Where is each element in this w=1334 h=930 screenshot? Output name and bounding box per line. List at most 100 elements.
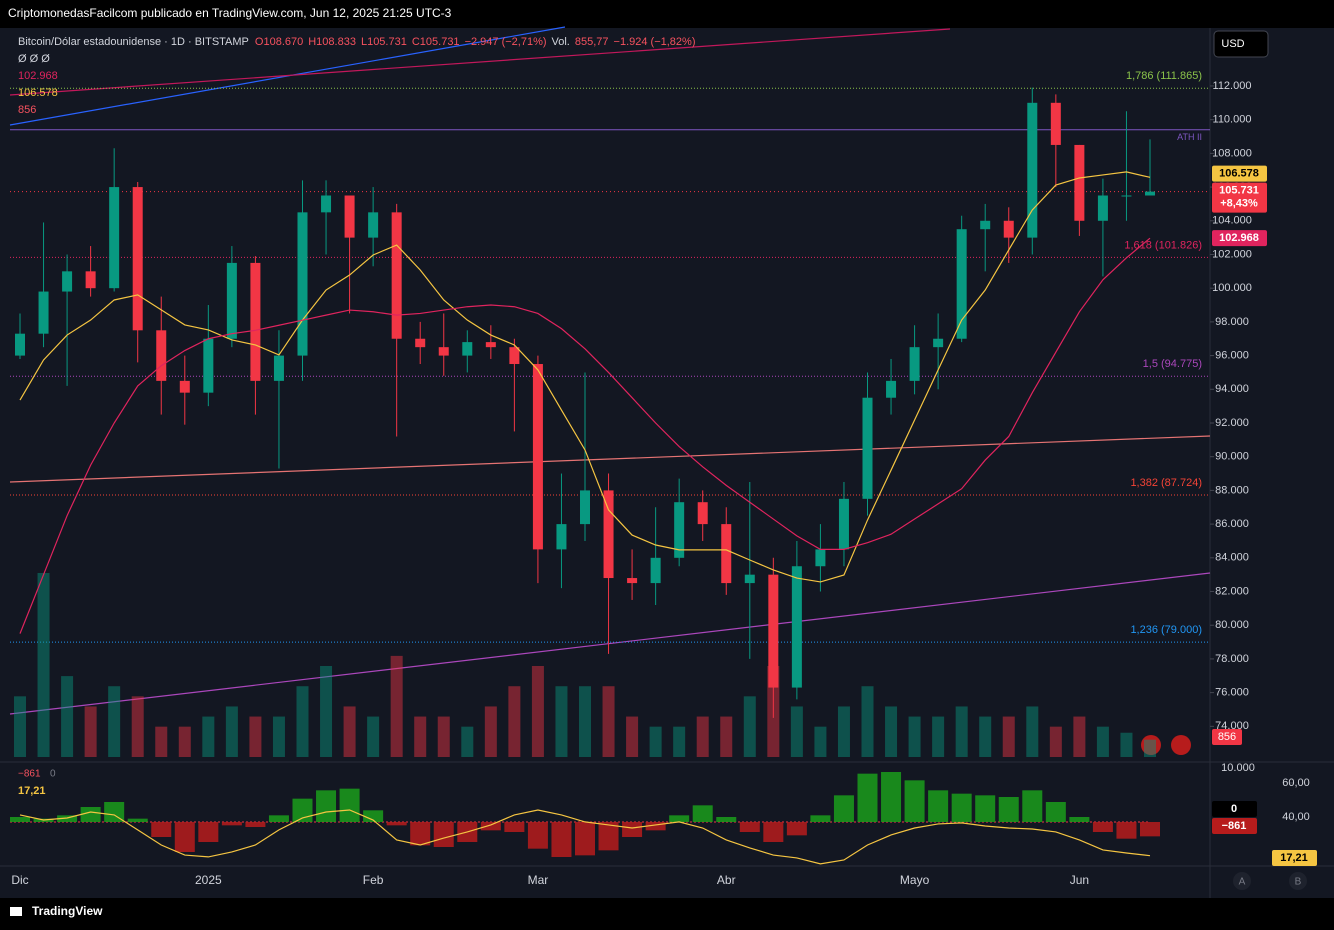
y-tick-label: 88.000 [1215, 484, 1249, 496]
moving-average [19, 171, 1151, 583]
candle-body [721, 524, 732, 584]
oscillator-bar [104, 802, 125, 822]
oscillator-bar [763, 822, 784, 842]
volume-bar [955, 706, 968, 757]
oscillator-bar [386, 822, 407, 826]
level-label: 1,618 (101.826) [1124, 239, 1202, 251]
candle-body [1145, 191, 1155, 196]
event-icon[interactable] [1141, 735, 1161, 755]
candle-body [1074, 144, 1085, 221]
volume-bar [743, 696, 756, 757]
overlay-legend: 856 [18, 104, 36, 116]
oscillator-bar [928, 790, 949, 822]
symbol: Bitcoin/Dólar estadounidense · 1D · BITS… [18, 36, 249, 48]
oscillator-bar [1140, 822, 1160, 837]
oscillator-bar [80, 807, 101, 822]
footer-bar [0, 898, 1334, 930]
candle-body [768, 574, 779, 688]
oscillator-bar [1022, 790, 1043, 822]
corner-button[interactable] [1233, 872, 1251, 890]
oscillator-bar [881, 772, 902, 822]
candle-body [1121, 195, 1132, 197]
candle-body [791, 566, 802, 688]
volume-bar [932, 716, 945, 757]
legend-item: C105.731 [412, 36, 460, 48]
candle-body [650, 557, 661, 584]
y-tick-label: 76.000 [1215, 687, 1249, 699]
candle-body [744, 574, 755, 584]
volume-bar [155, 726, 168, 757]
candle-body [462, 342, 473, 356]
level-label: 1,5 (94.775) [1143, 358, 1202, 370]
candle-body [15, 333, 25, 356]
candle-body [862, 397, 873, 499]
oscillator-bar [151, 822, 172, 837]
y-tick-label: 84.000 [1215, 552, 1249, 564]
oscillator-badge-bg [1272, 850, 1317, 866]
currency-button[interactable] [1213, 30, 1269, 58]
ma-badge-bg [1212, 165, 1267, 182]
oscillator-bar [575, 822, 595, 856]
volume-bar [320, 666, 333, 757]
candle-body [62, 271, 73, 292]
oscillator-bar [433, 822, 454, 847]
x-tick-label: Dic [11, 873, 28, 887]
volume-bar [979, 716, 992, 757]
candle-body [203, 338, 214, 393]
candle-body [886, 380, 897, 398]
oscillator-line [19, 809, 1151, 865]
trend-line [9, 572, 1211, 715]
oscillator-bar [622, 822, 643, 837]
corner-button-label[interactable]: B [1295, 877, 1302, 888]
oscillator-bar [198, 822, 219, 842]
volume-bar [108, 686, 121, 757]
ma-badge: 106.578 [1219, 168, 1259, 180]
volume-bar [484, 706, 497, 757]
y2-tick-label: 40,00 [1282, 811, 1310, 823]
candle-body [297, 212, 308, 356]
volume-badge: 856 [1218, 731, 1236, 743]
x-tick-label: Mar [528, 873, 549, 887]
event-icon[interactable] [1171, 735, 1191, 755]
y-tick-label: 80.000 [1215, 619, 1249, 631]
oscillator-legend: −861 [18, 769, 41, 780]
volume-bar [249, 716, 262, 757]
currency[interactable]: USD [1221, 38, 1244, 50]
candle-body [1097, 195, 1108, 221]
corner-button[interactable] [1289, 872, 1307, 890]
oscillator-bar [527, 822, 548, 849]
oscillator-badge: 0 [1231, 803, 1237, 815]
level-label: 1,786 (111.865) [1126, 70, 1202, 82]
candle-body [250, 262, 261, 381]
volume-bar [720, 716, 733, 757]
volume-bar [367, 716, 380, 757]
oscillator-bar [339, 788, 360, 822]
y-tick-label: 110.000 [1213, 114, 1252, 126]
oscillator-bar [1045, 802, 1066, 822]
oscillator-bar [598, 822, 619, 851]
candle-body [674, 502, 685, 558]
volume-bar [178, 726, 191, 757]
oscillator-bar [57, 815, 78, 822]
x-tick-label: Feb [363, 873, 384, 887]
volume-bar [84, 706, 97, 757]
volume-bar [885, 706, 898, 757]
volume-bar [1049, 726, 1062, 757]
volume-bar [508, 686, 521, 757]
volume-bar [296, 686, 309, 757]
candle-body [603, 490, 614, 579]
y-tick-label: 102.000 [1212, 248, 1252, 260]
y-tick-label: 96.000 [1215, 349, 1249, 361]
corner-button-label[interactable]: A [1239, 877, 1246, 888]
candle-body [1003, 220, 1014, 238]
y-tick-label: 94.000 [1215, 383, 1249, 395]
y-tick-label: 92.000 [1215, 417, 1249, 429]
volume-bar [837, 706, 850, 757]
oscillator-bar [268, 815, 289, 822]
volume-bar [790, 706, 803, 757]
y-tick-label: 104.000 [1212, 215, 1252, 227]
volume-bar [861, 686, 874, 757]
y-tick-label: 86.000 [1215, 518, 1249, 530]
volume-bar [437, 716, 450, 757]
x-tick-label: Abr [717, 873, 736, 887]
